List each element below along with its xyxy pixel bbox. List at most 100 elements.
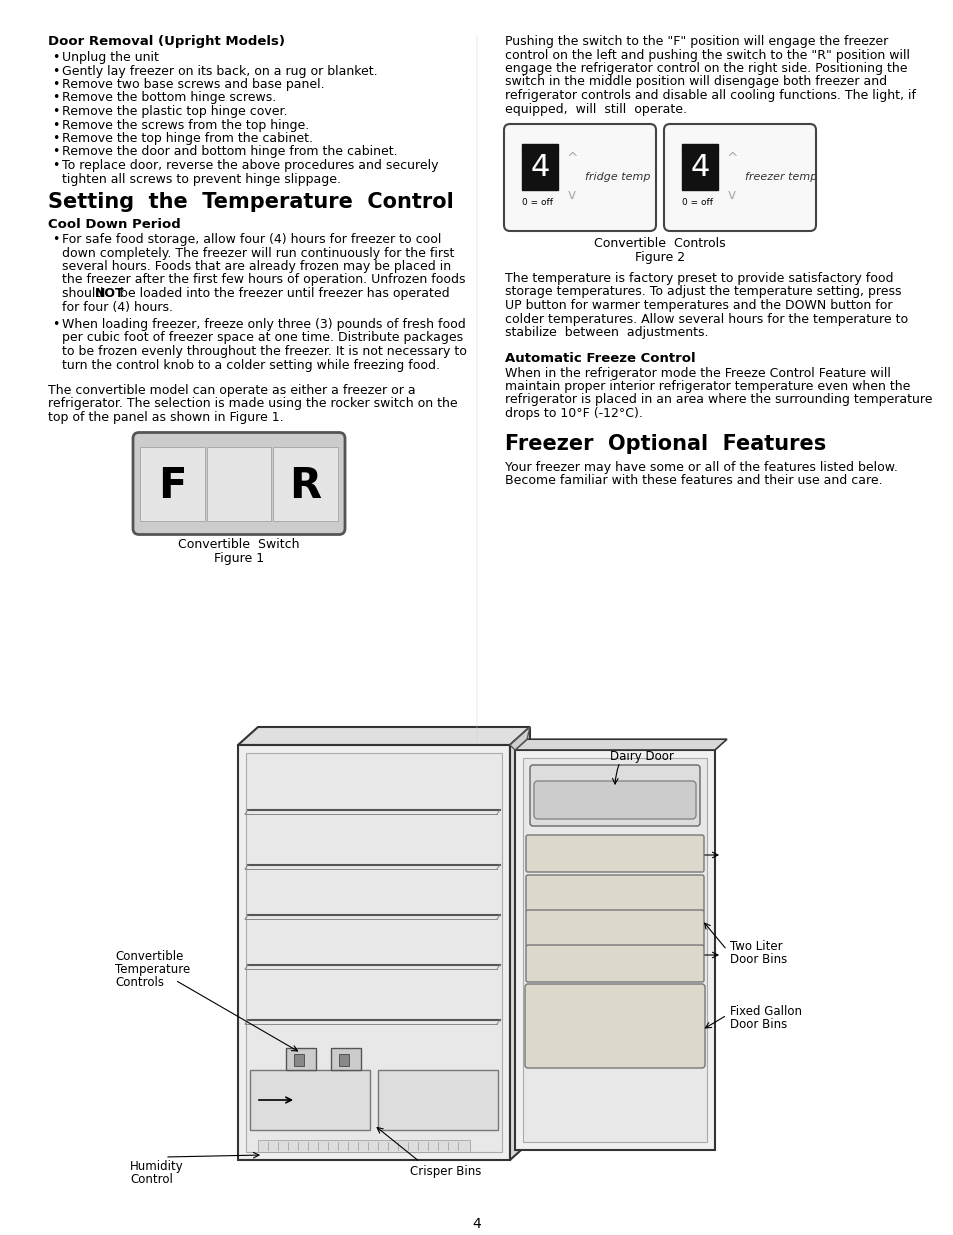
Text: 0 = off: 0 = off	[521, 198, 553, 207]
Text: 4: 4	[472, 1216, 481, 1231]
Bar	[294, 1053, 304, 1066]
Text: refrigerator. The selection is made using the rocker switch on the: refrigerator. The selection is made usin…	[48, 398, 457, 410]
Text: equipped,  will  still  operate.: equipped, will still operate.	[504, 103, 686, 116]
Bar	[522, 758, 706, 1142]
Text: Door Bins: Door Bins	[729, 1018, 786, 1031]
Text: Temperature: Temperature	[115, 963, 190, 976]
Text: •: •	[52, 64, 59, 78]
Text: •: •	[52, 159, 59, 172]
Text: NOT: NOT	[95, 287, 125, 300]
Text: Door Removal (Upright Models): Door Removal (Upright Models)	[48, 35, 285, 48]
Text: Remove the door and bottom hinge from the cabinet.: Remove the door and bottom hinge from th…	[62, 146, 397, 158]
Text: Unplug the unit: Unplug the unit	[62, 51, 159, 64]
FancyBboxPatch shape	[534, 781, 696, 819]
Text: Gently lay freezer on its back, on a rug or blanket.: Gently lay freezer on its back, on a rug…	[62, 64, 377, 78]
Text: Convertible: Convertible	[115, 950, 183, 963]
FancyBboxPatch shape	[530, 764, 700, 826]
Text: Fixed Gallon: Fixed Gallon	[729, 1005, 801, 1018]
Text: •: •	[52, 146, 59, 158]
FancyBboxPatch shape	[524, 984, 704, 1068]
Text: should: should	[62, 287, 108, 300]
Text: Remove the top hinge from the cabinet.: Remove the top hinge from the cabinet.	[62, 132, 313, 144]
Text: •: •	[52, 78, 59, 91]
Text: Remove the plastic top hinge cover.: Remove the plastic top hinge cover.	[62, 105, 287, 119]
Text: freezer temp: freezer temp	[744, 173, 817, 183]
Text: When loading freezer, freeze only three (3) pounds of fresh food: When loading freezer, freeze only three …	[62, 317, 465, 331]
Text: •: •	[52, 91, 59, 105]
Text: ^: ^	[565, 152, 578, 165]
Text: the freezer after the first few hours of operation. Unfrozen foods: the freezer after the first few hours of…	[62, 273, 465, 287]
Text: tighten all screws to prevent hinge slippage.: tighten all screws to prevent hinge slip…	[62, 173, 340, 185]
Text: top of the panel as shown in Figure 1.: top of the panel as shown in Figure 1.	[48, 411, 283, 424]
Text: per cubic foot of freezer space at one time. Distribute packages: per cubic foot of freezer space at one t…	[62, 331, 462, 345]
Text: Cool Down Period: Cool Down Period	[48, 219, 180, 231]
Text: switch in the middle position will disengage both freezer and: switch in the middle position will disen…	[504, 75, 886, 89]
Text: stabilize  between  adjustments.: stabilize between adjustments.	[504, 326, 708, 338]
Text: down completely. The freezer will run continuously for the first: down completely. The freezer will run co…	[62, 247, 454, 259]
Text: engage the refrigerator control on the right side. Positioning the: engage the refrigerator control on the r…	[504, 62, 906, 75]
Text: Setting  the  Temperature  Control: Setting the Temperature Control	[48, 191, 454, 212]
FancyBboxPatch shape	[525, 910, 703, 947]
Text: refrigerator controls and disable all cooling functions. The light, if: refrigerator controls and disable all co…	[504, 89, 915, 103]
Text: Convertible  Switch: Convertible Switch	[178, 538, 299, 552]
Text: Convertible  Controls: Convertible Controls	[594, 237, 725, 249]
Text: Remove two base screws and base panel.: Remove two base screws and base panel.	[62, 78, 324, 91]
Text: F: F	[158, 464, 187, 506]
Text: colder temperatures. Allow several hours for the temperature to: colder temperatures. Allow several hours…	[504, 312, 907, 326]
Polygon shape	[515, 740, 726, 750]
Text: Freezer  Optional  Features: Freezer Optional Features	[504, 435, 825, 454]
Text: •: •	[52, 119, 59, 131]
Text: For safe food storage, allow four (4) hours for freezer to cool: For safe food storage, allow four (4) ho…	[62, 233, 441, 246]
Bar	[246, 753, 501, 1152]
Text: •: •	[52, 105, 59, 119]
Text: •: •	[52, 132, 59, 144]
FancyBboxPatch shape	[525, 945, 703, 982]
Bar	[250, 1070, 370, 1130]
Text: 0 = off: 0 = off	[681, 198, 712, 207]
Text: When in the refrigerator mode the Freeze Control Feature will: When in the refrigerator mode the Freeze…	[504, 367, 890, 379]
Text: to be frozen evenly throughout the freezer. It is not necessary to: to be frozen evenly throughout the freez…	[62, 345, 466, 358]
Text: Remove the bottom hinge screws.: Remove the bottom hinge screws.	[62, 91, 276, 105]
Text: Figure 2: Figure 2	[635, 251, 684, 263]
FancyBboxPatch shape	[525, 835, 703, 872]
Text: storage temperatures. To adjust the temperature setting, press: storage temperatures. To adjust the temp…	[504, 285, 901, 299]
Text: •: •	[52, 317, 59, 331]
Text: Door Bins: Door Bins	[729, 953, 786, 966]
Text: Two Liter: Two Liter	[729, 940, 781, 953]
Text: To replace door, reverse the above procedures and securely: To replace door, reverse the above proce…	[62, 159, 438, 172]
Text: 4: 4	[530, 152, 549, 182]
Bar	[377, 1070, 497, 1130]
Text: turn the control knob to a colder setting while freezing food.: turn the control knob to a colder settin…	[62, 358, 439, 372]
Text: Remove the screws from the top hinge.: Remove the screws from the top hinge.	[62, 119, 309, 131]
Text: Crisper Bins: Crisper Bins	[410, 1165, 481, 1178]
Text: refrigerator is placed in an area where the surrounding temperature: refrigerator is placed in an area where …	[504, 394, 931, 406]
Text: •: •	[52, 233, 59, 246]
Bar	[274, 447, 337, 520]
Polygon shape	[510, 727, 530, 1160]
Text: Pushing the switch to the "F" position will engage the freezer: Pushing the switch to the "F" position w…	[504, 35, 887, 48]
Bar	[681, 144, 718, 190]
Bar	[207, 447, 271, 520]
Bar	[338, 1053, 349, 1066]
Text: Humidity: Humidity	[130, 1160, 184, 1173]
Bar	[237, 745, 510, 1160]
Text: ^: ^	[725, 152, 737, 165]
Text: UP button for warmer temperatures and the DOWN button for: UP button for warmer temperatures and th…	[504, 299, 892, 312]
FancyBboxPatch shape	[663, 124, 815, 231]
Text: for four (4) hours.: for four (4) hours.	[62, 300, 172, 314]
Text: Automatic Freeze Control: Automatic Freeze Control	[504, 352, 695, 364]
Text: Figure 1: Figure 1	[213, 552, 264, 564]
Text: 4: 4	[690, 152, 709, 182]
Bar	[515, 750, 714, 1150]
Text: The temperature is factory preset to provide satisfactory food: The temperature is factory preset to pro…	[504, 272, 893, 285]
Text: Dairy Door: Dairy Door	[609, 750, 673, 763]
Bar	[140, 447, 205, 520]
Text: maintain proper interior refrigerator temperature even when the: maintain proper interior refrigerator te…	[504, 380, 909, 393]
Text: fridge temp: fridge temp	[584, 173, 650, 183]
Bar	[331, 1049, 360, 1070]
Bar	[521, 144, 558, 190]
FancyBboxPatch shape	[525, 876, 703, 911]
Bar	[257, 1140, 470, 1152]
Text: The convertible model can operate as either a freezer or a: The convertible model can operate as eit…	[48, 384, 416, 396]
Text: drops to 10°F (-12°C).: drops to 10°F (-12°C).	[504, 408, 642, 420]
